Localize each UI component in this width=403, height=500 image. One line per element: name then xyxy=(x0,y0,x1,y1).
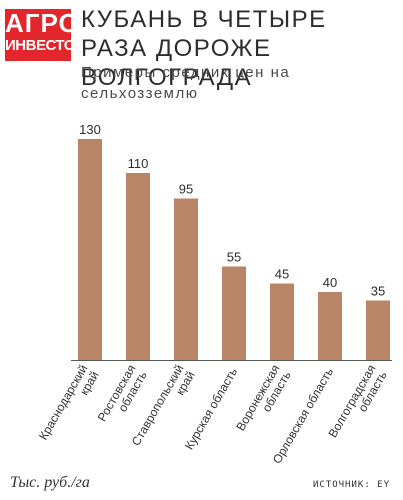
source-label: ИСТОЧНИК: EY xyxy=(312,480,390,490)
brand-logo: АГРО ИНВЕСТОР xyxy=(5,8,85,61)
category-label: Краснодарскийкрай xyxy=(36,362,102,449)
logo-line-2: ИНВЕСТОР xyxy=(5,37,85,54)
bar xyxy=(366,300,390,360)
category-label-line: Краснодарский xyxy=(36,362,90,442)
chart-title: КУБАНЬ В ЧЕТЫРЕ РАЗА ДОРОЖЕ ВОЛГОГРАДА xyxy=(81,6,327,91)
bar xyxy=(78,139,102,360)
bar xyxy=(270,283,294,360)
unit-label: Тыс. руб./га xyxy=(10,474,90,491)
bar-value-label: 35 xyxy=(371,284,385,299)
bar-value-label: 40 xyxy=(323,275,337,290)
bar xyxy=(174,198,198,360)
bar-value-label: 55 xyxy=(227,250,241,265)
category-label: Воронежскаяобласть xyxy=(233,362,293,440)
bar xyxy=(126,173,150,360)
bar-value-label: 110 xyxy=(128,156,149,171)
bar-value-label: 45 xyxy=(275,267,289,282)
bar xyxy=(222,266,246,360)
bar-value-label: 130 xyxy=(79,122,101,137)
category-label: Волгоградскаяобласть xyxy=(325,362,389,446)
bar-value-label: 95 xyxy=(179,182,193,197)
bar xyxy=(318,292,342,360)
chart-subtitle: Примеры средних цен на сельхозземлю xyxy=(81,64,291,102)
logo-line-1: АГРО xyxy=(5,8,80,38)
